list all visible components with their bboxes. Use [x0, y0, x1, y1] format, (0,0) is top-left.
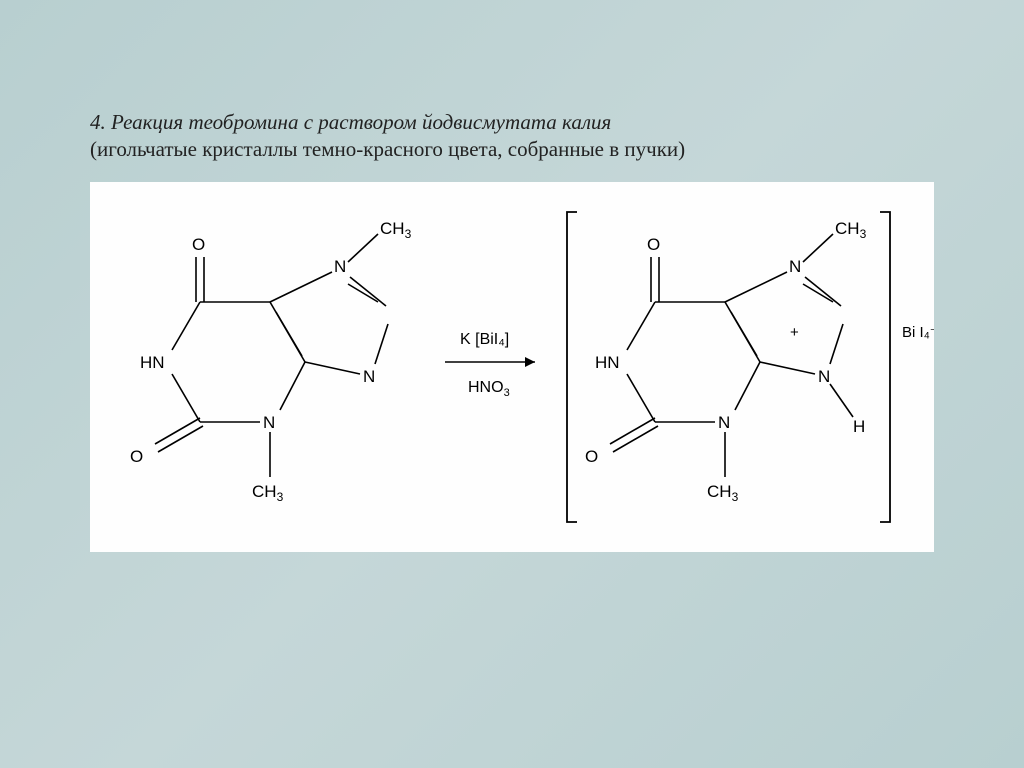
- atom-N: N: [789, 257, 801, 276]
- slide: 4. Реакция теобромина с раствором йодвис…: [0, 0, 1024, 768]
- atom-HN: HN: [595, 353, 620, 372]
- atom-HN: HN: [140, 353, 165, 372]
- counterion: Bi I₄⁻: [902, 324, 934, 341]
- title-subheading: (игольчатые кристаллы темно-красного цве…: [90, 137, 934, 162]
- atom-N: N: [363, 367, 375, 386]
- svg-text:CH3: CH3: [252, 482, 284, 504]
- atom-O: O: [192, 235, 205, 254]
- reactant-molecule: O O HN N N N CH3 CH3: [130, 219, 412, 504]
- reagent-top: K [BiI₄]: [460, 331, 509, 348]
- reaction-diagram: O O HN N N N CH3 CH3 K [BiI₄] HNO3: [90, 182, 934, 552]
- reagent-bottom: HNO3: [468, 379, 510, 399]
- atom-O: O: [130, 447, 143, 466]
- title-block: 4. Реакция теобромина с раствором йодвис…: [90, 110, 934, 162]
- charge-plus: +: [790, 324, 799, 341]
- svg-text:CH3: CH3: [380, 219, 412, 241]
- product-molecule: O O HN N N N CH3 CH3 + H: [567, 212, 890, 522]
- atom-N: N: [263, 413, 275, 432]
- atom-H: H: [853, 417, 865, 436]
- atom-N: N: [818, 367, 830, 386]
- reaction-panel: O O HN N N N CH3 CH3 K [BiI₄] HNO3: [90, 182, 934, 552]
- atom-O: O: [585, 447, 598, 466]
- title-heading: 4. Реакция теобромина с раствором йодвис…: [90, 110, 934, 135]
- svg-text:CH3: CH3: [835, 219, 867, 241]
- atom-N: N: [718, 413, 730, 432]
- atom-O: O: [647, 235, 660, 254]
- svg-text:CH3: CH3: [707, 482, 739, 504]
- reaction-arrow: K [BiI₄] HNO3: [445, 331, 535, 399]
- atom-N: N: [334, 257, 346, 276]
- atom-CH3: CH: [380, 219, 405, 238]
- atom-CH3: CH: [252, 482, 277, 501]
